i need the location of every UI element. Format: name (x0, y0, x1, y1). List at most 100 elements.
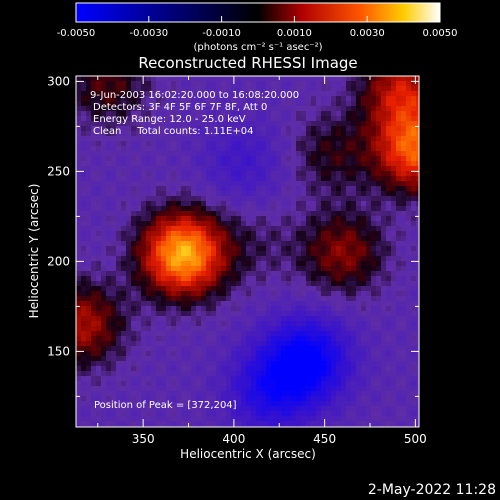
heatmap-pixel (406, 411, 412, 417)
heatmap-pixel (106, 86, 112, 92)
heatmap-pixel (251, 171, 257, 177)
heatmap-pixel (306, 186, 312, 192)
heatmap-pixel (171, 301, 177, 307)
heatmap-pixel (141, 286, 147, 292)
heatmap-pixel (236, 131, 242, 137)
heatmap-pixel (281, 116, 287, 122)
heatmap-pixel (126, 381, 132, 387)
heatmap-pixel (261, 286, 267, 292)
heatmap-pixel (231, 381, 237, 387)
heatmap-pixel (121, 166, 127, 172)
heatmap-pixel (291, 396, 297, 402)
heatmap-pixel (76, 86, 82, 92)
heatmap-pixel (236, 206, 242, 212)
heatmap-pixel (241, 311, 247, 317)
heatmap-pixel (256, 91, 262, 97)
heatmap-pixel (301, 96, 307, 102)
heatmap-pixel (251, 81, 257, 87)
heatmap-pixel (216, 306, 222, 312)
heatmap-pixel (211, 356, 217, 362)
heatmap-pixel (416, 96, 419, 102)
heatmap-pixel (301, 351, 307, 357)
heatmap-pixel (321, 416, 327, 422)
heatmap-pixel (351, 301, 357, 307)
heatmap-pixel (366, 351, 372, 357)
heatmap-pixel (171, 116, 177, 122)
heatmap-pixel (311, 121, 317, 127)
heatmap-pixel (256, 291, 262, 297)
heatmap-pixel (301, 136, 307, 142)
heatmap-pixel (291, 276, 297, 282)
heatmap-pixel (181, 356, 187, 362)
heatmap-pixel (121, 86, 127, 92)
heatmap-pixel (121, 126, 127, 132)
heatmap-pixel (211, 361, 217, 367)
heatmap-pixel (281, 396, 287, 402)
heatmap-pixel (131, 171, 137, 177)
heatmap-pixel (291, 331, 297, 337)
heatmap-pixel (126, 161, 132, 167)
heatmap-pixel (266, 251, 272, 257)
heatmap-pixel (351, 326, 357, 332)
heatmap-pixel (336, 391, 342, 397)
heatmap-pixel (86, 126, 92, 132)
heatmap-pixel (411, 151, 417, 157)
heatmap-pixel (261, 136, 267, 142)
heatmap-pixel (111, 351, 117, 357)
heatmap-pixel (411, 286, 417, 292)
heatmap-pixel (411, 341, 417, 347)
heatmap-pixel (321, 151, 327, 157)
heatmap-pixel (171, 136, 177, 142)
heatmap-pixel (76, 281, 82, 287)
heatmap-pixel (316, 216, 322, 222)
heatmap-pixel (211, 366, 217, 372)
heatmap-pixel (221, 211, 227, 217)
heatmap-pixel (166, 311, 172, 317)
heatmap-pixel (111, 381, 117, 387)
heatmap-pixel (346, 246, 352, 252)
heatmap-pixel (316, 411, 322, 417)
heatmap-pixel (261, 261, 267, 267)
heatmap-pixel (201, 101, 207, 107)
heatmap-pixel (251, 386, 257, 392)
heatmap-pixel (176, 346, 182, 352)
heatmap-pixel (211, 136, 217, 142)
heatmap-pixel (306, 346, 312, 352)
heatmap-pixel (416, 416, 419, 422)
heatmap-pixel (151, 236, 157, 242)
heatmap-pixel (201, 206, 207, 212)
heatmap-pixel (306, 91, 312, 97)
heatmap-pixel (276, 231, 282, 237)
heatmap-pixel (396, 111, 402, 117)
heatmap-pixel (146, 356, 152, 362)
heatmap-pixel (176, 241, 182, 247)
heatmap-pixel (321, 341, 327, 347)
heatmap-pixel (386, 171, 392, 177)
heatmap-pixel (91, 386, 97, 392)
heatmap-pixel (81, 406, 87, 412)
heatmap-pixel (346, 386, 352, 392)
heatmap-pixel (331, 231, 337, 237)
heatmap-pixel (286, 291, 292, 297)
heatmap-pixel (301, 311, 307, 317)
heatmap-pixel (361, 226, 367, 232)
heatmap-pixel (156, 191, 162, 197)
heatmap-pixel (256, 186, 262, 192)
heatmap-pixel (116, 301, 122, 307)
heatmap-pixel (301, 151, 307, 157)
heatmap-pixel (166, 76, 172, 82)
heatmap-pixel (306, 246, 312, 252)
heatmap-pixel (231, 241, 237, 247)
heatmap-pixel (166, 346, 172, 352)
heatmap-pixel (166, 181, 172, 187)
heatmap-pixel (246, 86, 252, 92)
heatmap-pixel (381, 101, 387, 107)
heatmap-pixel (251, 421, 257, 427)
heatmap-pixel (346, 96, 352, 102)
heatmap-pixel (206, 401, 212, 407)
heatmap-pixel (131, 186, 137, 192)
heatmap-pixel (246, 421, 252, 427)
heatmap-pixel (261, 361, 267, 367)
heatmap-pixel (271, 211, 277, 217)
heatmap-pixel (216, 331, 222, 337)
